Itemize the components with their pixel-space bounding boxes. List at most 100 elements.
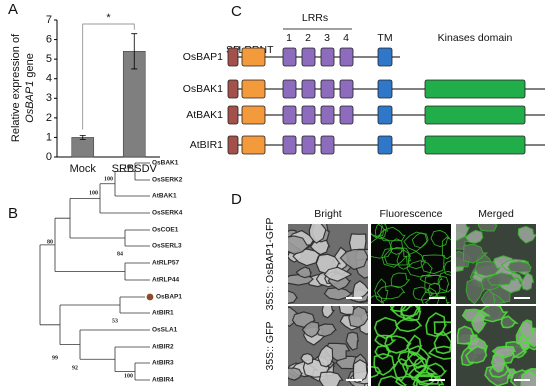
leaf-label: OsSERK4 <box>152 210 183 217</box>
cell <box>339 249 368 271</box>
cell <box>465 278 485 304</box>
cell <box>389 306 421 320</box>
cell <box>374 278 389 303</box>
leaf-label: AtBIR3 <box>152 360 174 367</box>
cell <box>464 229 484 244</box>
cell <box>406 334 423 357</box>
cell <box>518 319 535 340</box>
leaf-label: AtBAK1 <box>152 193 177 200</box>
row-label: 35S:: OsBAP1-GFP <box>264 218 276 311</box>
micrograph <box>371 224 451 304</box>
lrr-number: 4 <box>343 32 349 44</box>
leaf-label: AtRLP57 <box>152 260 179 267</box>
kinase-domain <box>424 79 526 99</box>
bootstrap: 84 <box>117 251 123 257</box>
cell <box>338 306 355 316</box>
transmembrane <box>377 47 393 67</box>
leaf-label: AtRLP44 <box>152 277 179 284</box>
lrr <box>320 135 335 155</box>
protein-label: OsBAK1 <box>183 83 223 95</box>
cell <box>486 272 516 286</box>
lrr <box>320 105 335 125</box>
cell <box>383 247 412 266</box>
leaf-label: OsSLA1 <box>152 327 178 334</box>
cell <box>384 335 412 354</box>
significance: * <box>106 12 111 24</box>
y-axis-label: Relative expression of <box>10 33 22 142</box>
protein-label: AtBIR1 <box>190 139 223 151</box>
panel-label: D <box>231 191 242 208</box>
cell <box>323 266 352 282</box>
domain-header: LRRs <box>302 12 328 24</box>
lrr-number: 1 <box>286 32 292 44</box>
cell <box>352 280 368 299</box>
cell <box>396 249 412 270</box>
cell <box>463 243 489 264</box>
micrograph <box>371 306 451 386</box>
y-tick-label: 7 <box>46 14 52 26</box>
cell <box>412 286 435 301</box>
bootstrap: 99 <box>52 355 58 361</box>
y-tick-label: 1 <box>46 131 52 143</box>
cell <box>395 317 423 333</box>
panel-label: B <box>8 205 18 222</box>
cell <box>390 272 411 289</box>
cell <box>465 345 488 364</box>
lrrnt <box>241 47 266 67</box>
lrrnt <box>241 79 266 99</box>
lrr <box>282 135 297 155</box>
lrr <box>339 47 354 67</box>
cell <box>393 357 410 382</box>
kinase-domain <box>424 135 526 155</box>
cell <box>441 236 451 260</box>
lrr <box>339 105 354 125</box>
cell <box>317 344 335 368</box>
cell <box>433 331 451 355</box>
bootstrap: 92 <box>72 365 78 371</box>
signal-peptide <box>227 105 239 125</box>
y-tick-label: 3 <box>46 92 52 104</box>
tree-leaves: OsBAK1 OsSERK2 AtBAK1 OsSERK4 OsCOE1 OsSERL3 A… <box>152 160 183 384</box>
lrr <box>320 79 335 99</box>
cell <box>424 274 450 294</box>
lrr <box>339 79 354 99</box>
cell <box>427 345 451 360</box>
cell <box>301 320 321 338</box>
y-tick-label: 6 <box>46 33 52 45</box>
error-bar <box>131 33 138 70</box>
cell <box>471 311 487 334</box>
cell <box>517 225 536 244</box>
cell <box>371 235 394 259</box>
lrr <box>320 47 335 67</box>
lrr <box>282 79 297 99</box>
cell <box>420 287 440 304</box>
cell <box>374 224 388 240</box>
cell <box>430 229 451 247</box>
signal-peptide <box>227 135 239 155</box>
cell <box>378 226 406 242</box>
lrrnt <box>241 135 266 155</box>
lrrnt <box>241 105 266 125</box>
microscopy-images <box>288 224 536 386</box>
cell <box>415 374 442 385</box>
error-bar <box>79 135 86 140</box>
lrr <box>282 105 297 125</box>
cell <box>420 254 445 275</box>
cell <box>407 345 432 369</box>
cell <box>478 306 509 323</box>
leaf-label: AtBIR1 <box>152 310 174 317</box>
lrr-number: 2 <box>305 32 311 44</box>
micrograph <box>456 224 536 304</box>
cell <box>433 321 451 337</box>
cell <box>321 306 336 319</box>
panel-label: A <box>8 1 18 18</box>
cell <box>371 365 382 379</box>
y-tick-label: 4 <box>46 73 52 85</box>
cell <box>323 287 355 301</box>
cell <box>480 289 496 304</box>
bootstrap: 80 <box>47 239 53 245</box>
cell <box>288 235 312 255</box>
cell <box>345 331 360 351</box>
significance-bracket <box>82 23 135 130</box>
micrograph <box>456 306 536 386</box>
